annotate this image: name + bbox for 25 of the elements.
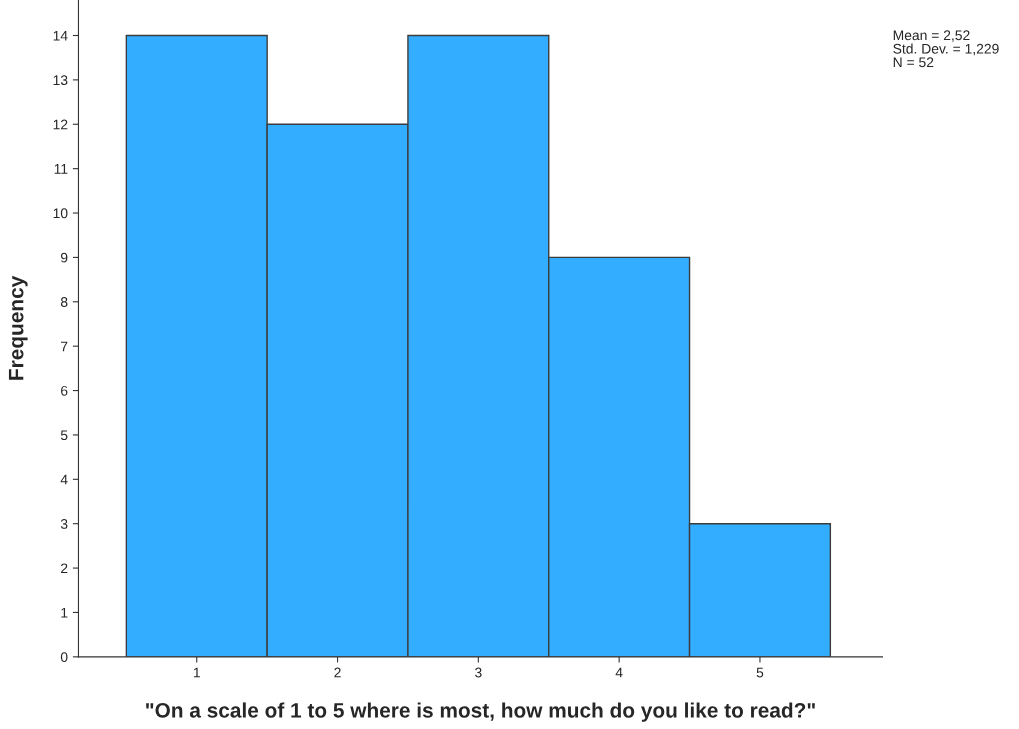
y-tick-label: 0 — [60, 652, 68, 662]
x-axis-title: "On a scale of 1 to 5 where is most, how much do you like to read?" — [146, 702, 815, 722]
y-tick-label: 5 — [60, 430, 68, 441]
y-tick-label: 7 — [61, 341, 68, 352]
y-tick-label: 9 — [60, 252, 68, 263]
y-tick-label: 6 — [61, 385, 68, 396]
y-tick-label: 12 — [53, 119, 68, 130]
y-tick-label: 10 — [53, 208, 68, 219]
x-tick-label: 2 — [334, 667, 341, 678]
text: N = 52 — [893, 57, 934, 68]
y-axis-title: Frequency — [8, 275, 28, 380]
text: Std. Dev. = 1,229 — [893, 43, 999, 56]
y-tick-label: 2 — [61, 563, 68, 574]
y-tick-label: 3 — [60, 519, 68, 529]
x-tick-label: 1 — [193, 667, 200, 678]
y-tick-label: 1 — [61, 607, 68, 618]
y-tick-label: 8 — [60, 297, 68, 307]
x-tick-label: 3 — [475, 667, 482, 678]
x-tick-label: 4 — [615, 667, 623, 678]
text: Mean = 2,52 — [893, 30, 970, 42]
y-tick-label: 13 — [53, 75, 68, 86]
y-tick-label: 11 — [54, 164, 68, 174]
y-tick-label: 4 — [60, 474, 68, 485]
x-tick-label: 5 — [756, 667, 764, 678]
y-tick-label: 14 — [53, 30, 68, 41]
